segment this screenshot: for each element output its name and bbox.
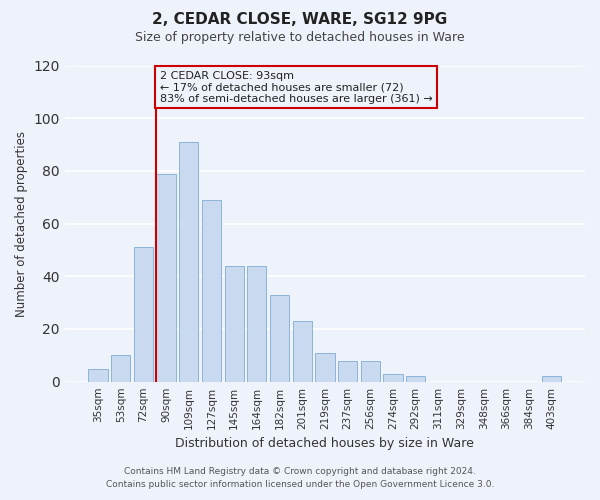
Bar bbox=[88, 368, 108, 382]
Bar bbox=[202, 200, 221, 382]
Bar bbox=[338, 360, 357, 382]
Bar bbox=[111, 356, 130, 382]
Bar bbox=[270, 294, 289, 382]
Bar bbox=[134, 248, 153, 382]
Text: Contains HM Land Registry data © Crown copyright and database right 2024.
Contai: Contains HM Land Registry data © Crown c… bbox=[106, 468, 494, 489]
Y-axis label: Number of detached properties: Number of detached properties bbox=[15, 130, 28, 316]
Bar bbox=[406, 376, 425, 382]
Bar bbox=[157, 174, 176, 382]
Text: 2, CEDAR CLOSE, WARE, SG12 9PG: 2, CEDAR CLOSE, WARE, SG12 9PG bbox=[152, 12, 448, 28]
Bar bbox=[224, 266, 244, 382]
X-axis label: Distribution of detached houses by size in Ware: Distribution of detached houses by size … bbox=[175, 437, 475, 450]
Bar bbox=[542, 376, 562, 382]
Bar bbox=[383, 374, 403, 382]
Bar bbox=[247, 266, 266, 382]
Text: 2 CEDAR CLOSE: 93sqm
← 17% of detached houses are smaller (72)
83% of semi-detac: 2 CEDAR CLOSE: 93sqm ← 17% of detached h… bbox=[160, 71, 433, 104]
Bar bbox=[315, 352, 335, 382]
Text: Size of property relative to detached houses in Ware: Size of property relative to detached ho… bbox=[135, 31, 465, 44]
Bar bbox=[293, 321, 312, 382]
Bar bbox=[361, 360, 380, 382]
Bar bbox=[179, 142, 199, 382]
